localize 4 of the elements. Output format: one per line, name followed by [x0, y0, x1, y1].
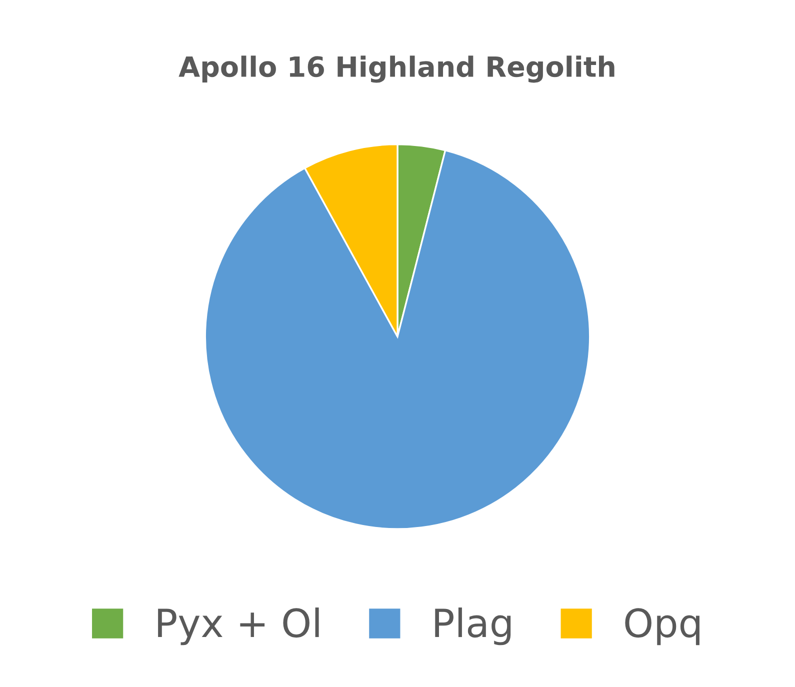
- legend-label: Opq: [625, 608, 700, 646]
- legend-label: Plag: [435, 607, 511, 646]
- legend-label: Pyx + Ol: [158, 607, 319, 646]
- chart-title: Apollo 16 Highland Regolith: [178, 56, 614, 83]
